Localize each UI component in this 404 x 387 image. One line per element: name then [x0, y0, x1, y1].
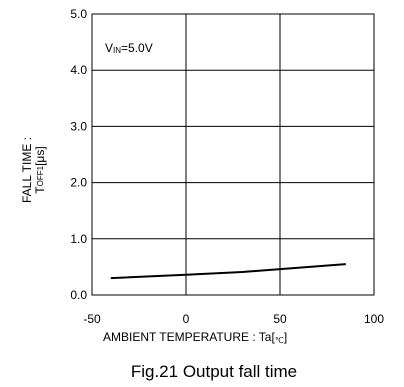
tick-labels: -50 0 50 100 0.0 1.0 2.0 3.0 4.0 5.0	[70, 7, 384, 326]
y-tick-label: 2.0	[70, 176, 87, 190]
input-voltage-annotation: VIN=5.0V	[105, 41, 153, 55]
x-axis-label: AMBIENT TEMPERATURE : Ta[℃]	[103, 330, 287, 345]
y-axis-label-line1: FALL TIME :	[20, 137, 34, 203]
y-axis-subscript: OFF1	[36, 165, 45, 186]
x-tick-label: 50	[273, 312, 287, 326]
y-tick-label: 4.0	[70, 63, 87, 77]
plot-frame	[91, 13, 375, 296]
x-tick-label: 0	[183, 312, 190, 326]
annotation-value: =5.0V	[121, 41, 153, 55]
figure-caption: Fig.21 Output fall time	[131, 362, 297, 381]
annotation-subscript: IN	[113, 46, 121, 55]
y-axis-label-line2: TOFF1[μs]	[33, 146, 47, 193]
y-axis-symbol: T	[33, 186, 47, 194]
x-axis-unit: ℃	[275, 336, 284, 345]
x-axis-label-close: ]	[284, 330, 287, 344]
y-tick-label: 3.0	[70, 119, 87, 133]
x-axis-label-main: AMBIENT TEMPERATURE : Ta[	[103, 330, 275, 344]
y-tick-label: 0.0	[70, 288, 87, 302]
y-tick-label: 5.0	[70, 7, 87, 21]
annotation-symbol: V	[105, 41, 113, 55]
y-axis-label: FALL TIME : TOFF1[μs]	[20, 137, 47, 203]
y-tick-label: 1.0	[70, 232, 87, 246]
grid-lines	[92, 14, 374, 295]
x-tick-label: 100	[364, 312, 384, 326]
series-line	[110, 263, 346, 280]
y-axis-unit: [μs]	[33, 146, 47, 166]
series-layer	[110, 263, 346, 280]
x-tick-label: -50	[83, 312, 101, 326]
